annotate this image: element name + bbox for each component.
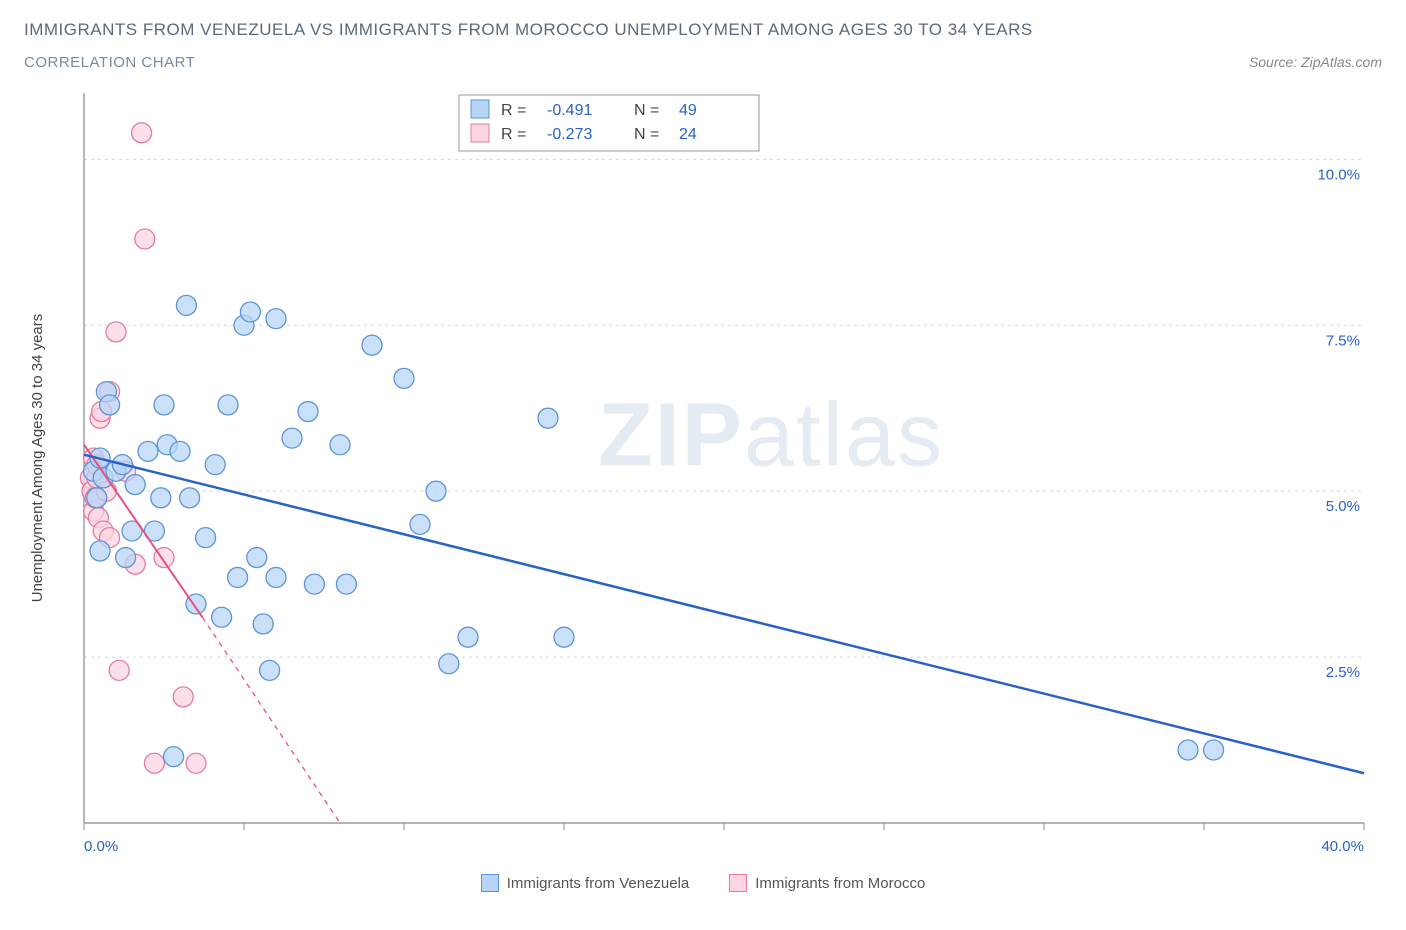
trendline-venezuela <box>84 455 1364 774</box>
data-point-venezuela <box>1178 740 1198 760</box>
data-point-venezuela <box>205 455 225 475</box>
data-point-morocco <box>109 660 129 680</box>
data-point-venezuela <box>336 574 356 594</box>
legend-label: Immigrants from Venezuela <box>507 875 690 892</box>
source-label: Source: ZipAtlas.com <box>1249 54 1382 70</box>
data-point-venezuela <box>100 395 120 415</box>
data-point-venezuela <box>228 567 248 587</box>
data-point-venezuela <box>170 441 190 461</box>
data-point-morocco <box>135 229 155 249</box>
trendline-morocco-dash <box>202 617 340 823</box>
data-point-morocco <box>144 753 164 773</box>
data-point-venezuela <box>176 295 196 315</box>
data-point-venezuela <box>1204 740 1224 760</box>
data-point-venezuela <box>253 614 273 634</box>
data-point-venezuela <box>362 335 382 355</box>
data-point-venezuela <box>394 368 414 388</box>
data-point-venezuela <box>154 395 174 415</box>
data-point-morocco <box>173 687 193 707</box>
data-point-venezuela <box>240 302 260 322</box>
data-point-venezuela <box>260 660 280 680</box>
legend-item-morocco: Immigrants from Morocco <box>729 874 925 892</box>
legend-label: Immigrants from Morocco <box>755 875 925 892</box>
data-point-venezuela <box>247 548 267 568</box>
stats-label: R = <box>501 102 526 119</box>
stats-n-value: 24 <box>679 126 697 143</box>
data-point-venezuela <box>426 481 446 501</box>
stats-swatch <box>471 124 489 142</box>
data-point-morocco <box>106 322 126 342</box>
stats-label: N = <box>634 102 659 119</box>
bottom-legend: Immigrants from Venezuela Immigrants fro… <box>24 874 1382 892</box>
stats-label: R = <box>501 126 526 143</box>
data-point-venezuela <box>266 309 286 329</box>
chart-subtitle: CORRELATION CHART <box>24 54 195 71</box>
data-point-venezuela <box>180 488 200 508</box>
data-point-venezuela <box>554 627 574 647</box>
data-point-venezuela <box>196 528 216 548</box>
chart-title-block: IMMIGRANTS FROM VENEZUELA VS IMMIGRANTS … <box>24 20 1382 71</box>
data-point-venezuela <box>458 627 478 647</box>
data-point-venezuela <box>304 574 324 594</box>
legend-swatch-venezuela <box>481 874 499 892</box>
data-point-venezuela <box>439 654 459 674</box>
scatter-chart: 2.5% 5.0% 7.5% 10.0% 0.0% 40.0% Unemployment A… <box>24 83 1382 863</box>
data-point-venezuela <box>116 548 136 568</box>
data-point-venezuela <box>330 435 350 455</box>
data-point-venezuela <box>282 428 302 448</box>
data-point-venezuela <box>138 441 158 461</box>
legend-item-venezuela: Immigrants from Venezuela <box>481 874 690 892</box>
x-tick-label: 0.0% <box>84 838 118 855</box>
data-point-venezuela <box>298 402 318 422</box>
data-point-morocco <box>132 123 152 143</box>
x-tick-label: 40.0% <box>1321 838 1364 855</box>
legend-swatch-morocco <box>729 874 747 892</box>
data-point-venezuela <box>87 488 107 508</box>
data-point-venezuela <box>125 475 145 495</box>
stats-r-value: -0.491 <box>547 102 592 119</box>
stats-swatch <box>471 100 489 118</box>
y-tick-label: 7.5% <box>1326 332 1360 349</box>
data-point-venezuela <box>212 607 232 627</box>
data-point-venezuela <box>151 488 171 508</box>
data-point-venezuela <box>410 514 430 534</box>
data-point-venezuela <box>90 541 110 561</box>
y-tick-label: 5.0% <box>1326 498 1360 515</box>
y-axis-title: Unemployment Among Ages 30 to 34 years <box>29 314 46 603</box>
data-point-venezuela <box>538 408 558 428</box>
data-point-venezuela <box>218 395 238 415</box>
data-point-venezuela <box>164 747 184 767</box>
y-tick-label: 2.5% <box>1326 664 1360 681</box>
stats-label: N = <box>634 126 659 143</box>
y-tick-label: 10.0% <box>1317 166 1360 183</box>
chart-title: IMMIGRANTS FROM VENEZUELA VS IMMIGRANTS … <box>24 20 1382 40</box>
data-point-venezuela <box>266 567 286 587</box>
stats-r-value: -0.273 <box>547 126 592 143</box>
data-point-morocco <box>186 753 206 773</box>
stats-n-value: 49 <box>679 102 697 119</box>
chart-container: 2.5% 5.0% 7.5% 10.0% 0.0% 40.0% Unemployment A… <box>24 83 1382 868</box>
